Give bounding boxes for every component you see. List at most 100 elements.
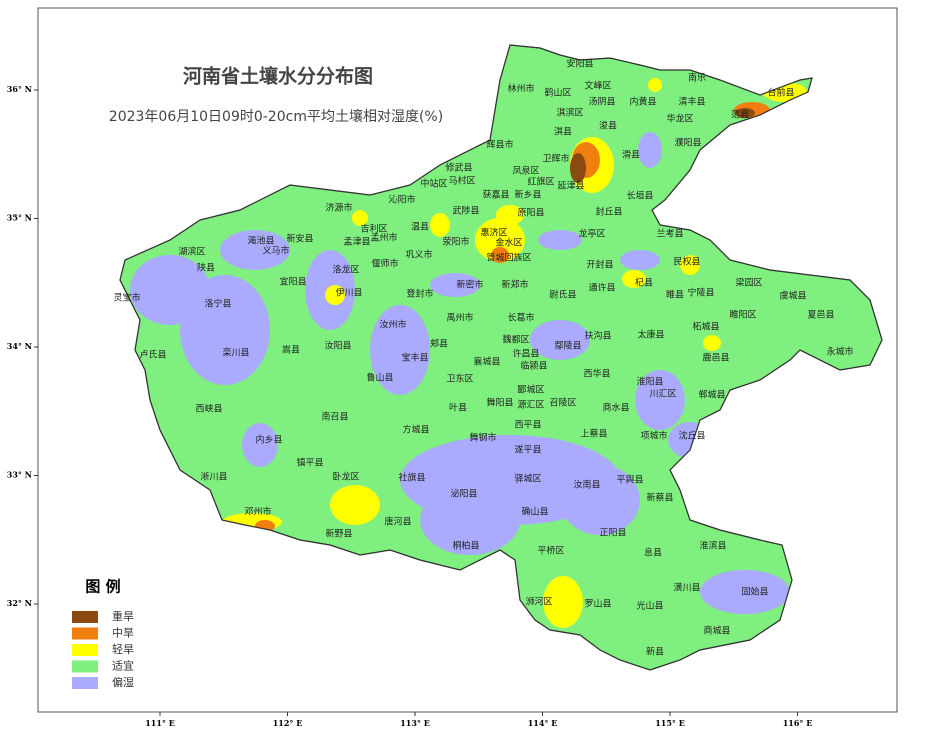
county-label: 平舆县	[616, 474, 643, 486]
county-label: 上蔡县	[580, 428, 607, 440]
county-label: 新野县	[325, 528, 352, 540]
county-label: 浚县	[599, 120, 617, 132]
moisture-zone	[330, 485, 380, 525]
moisture-zone	[220, 230, 290, 270]
county-label: 温县	[411, 222, 429, 233]
county-label: 川汇区	[649, 389, 676, 400]
county-label: 虞城县	[779, 290, 806, 302]
lon-tick-label: 111° E	[145, 718, 175, 728]
county-label: 杞县	[635, 277, 653, 289]
lon-tick-label: 112° E	[273, 718, 303, 728]
county-label: 邓州市	[244, 506, 271, 518]
county-label: 罗山县	[584, 599, 611, 610]
county-label: 许昌县	[512, 348, 539, 360]
moisture-zone	[370, 305, 430, 395]
county-label: 淮阳县	[636, 377, 663, 388]
county-label: 兰考县	[656, 228, 683, 240]
county-label: 平桥区	[537, 545, 564, 557]
county-label: 鹿邑县	[702, 352, 729, 364]
map-title: 河南省土壤水分分布图	[183, 65, 373, 88]
county-label: 柘城县	[692, 321, 719, 333]
legend-label: 轻旱	[112, 642, 134, 656]
county-label: 淮滨县	[699, 540, 726, 552]
county-label: 汤阴县	[588, 97, 615, 108]
county-label: 安阳县	[566, 58, 593, 70]
county-label: 原阳县	[517, 208, 544, 219]
county-label: 卢氏县	[139, 349, 166, 361]
county-label: 民权县	[673, 256, 700, 268]
moisture-zone	[638, 132, 662, 168]
county-label: 荥阳市	[442, 236, 469, 248]
county-label: 孟津县	[343, 237, 370, 248]
county-label: 渑池县	[247, 235, 274, 247]
moisture-zone	[735, 108, 755, 118]
county-label: 固始县	[741, 586, 768, 598]
county-label: 浉河区	[525, 596, 552, 608]
county-label: 湖滨区	[178, 246, 205, 258]
county-label: 凤泉区	[512, 165, 539, 177]
county-label: 桐柏县	[452, 540, 479, 552]
county-label: 淇县	[554, 127, 572, 138]
county-label: 鄢陵县	[554, 341, 581, 352]
moisture-zone	[430, 273, 480, 297]
county-label: 惠济区	[480, 227, 507, 239]
county-label: 商水县	[602, 402, 629, 414]
county-label: 新郑市	[501, 279, 528, 291]
county-label: 宜阳县	[279, 276, 306, 288]
county-label: 巩义市	[405, 249, 432, 261]
county-label: 沁阳市	[388, 194, 415, 206]
county-label: 尉氏县	[549, 289, 576, 301]
county-label: 汝阳县	[324, 340, 351, 352]
legend-swatch	[72, 627, 98, 640]
county-label: 栾川县	[222, 347, 249, 359]
county-label: 魏都区	[502, 334, 529, 346]
lat-tick-label: 33° N	[7, 470, 32, 480]
county-label: 武陟县	[452, 205, 479, 217]
map-subtitle: 2023年06月10日09时0-20cm平均土壤相对湿度(%)	[109, 108, 443, 125]
lon-tick-label: 114° E	[528, 718, 558, 728]
county-label: 管城回族区	[486, 252, 531, 264]
legend-label: 中旱	[112, 627, 134, 640]
legend-swatch	[72, 677, 98, 689]
county-label: 吉利区	[360, 223, 387, 235]
county-label: 伊川县	[335, 287, 362, 299]
moisture-zone	[570, 153, 586, 183]
county-label: 灵宝市	[113, 292, 140, 304]
county-label: 新乡县	[514, 189, 541, 201]
moisture-zone	[538, 230, 582, 250]
county-label: 义马市	[262, 245, 289, 257]
lon-tick-label: 115° E	[655, 718, 685, 728]
county-label: 洛宁县	[204, 298, 231, 310]
county-label: 叶县	[449, 403, 467, 414]
county-label: 睢阳区	[729, 309, 756, 321]
county-label: 龙亭区	[578, 228, 605, 240]
county-label: 泌阳县	[450, 488, 477, 500]
moisture-zone	[530, 320, 590, 360]
county-label: 汝州市	[379, 319, 406, 331]
county-label: 唐河县	[384, 516, 411, 528]
moisture-zone	[680, 255, 700, 275]
county-label: 封丘县	[595, 206, 622, 218]
moisture-zone	[491, 247, 509, 263]
county-label: 文峰区	[584, 80, 611, 92]
county-label: 商城县	[703, 625, 730, 637]
county-label: 新密市	[456, 279, 483, 291]
county-label: 华龙区	[666, 113, 693, 125]
moisture-zone	[703, 335, 721, 351]
moisture-zone	[475, 218, 525, 262]
county-label: 登封市	[406, 288, 433, 300]
county-label: 新县	[646, 646, 664, 658]
county-label: 召陵区	[549, 398, 576, 409]
legend-swatch	[72, 611, 98, 623]
legend-label: 偏湿	[112, 675, 134, 689]
county-label: 永城市	[826, 346, 853, 358]
moisture-zone	[635, 370, 685, 430]
county-label: 西平县	[514, 420, 541, 431]
county-label: 扶沟县	[584, 330, 611, 342]
county-label: 嵩县	[282, 345, 300, 356]
county-label: 临颍县	[520, 360, 547, 372]
county-label: 淇滨区	[556, 107, 583, 119]
county-label: 清丰县	[678, 96, 705, 108]
moisture-zone	[496, 205, 524, 225]
